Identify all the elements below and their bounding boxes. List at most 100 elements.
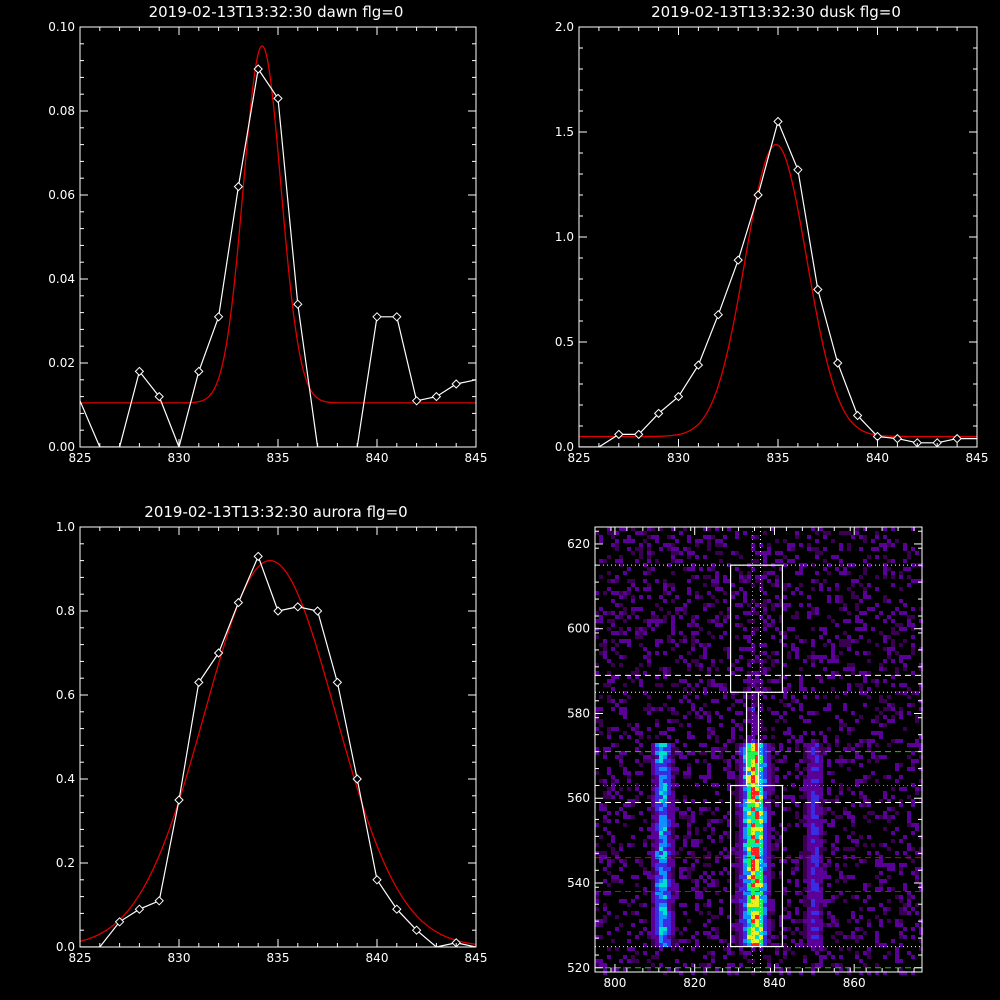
heatmap-cell (835, 895, 839, 899)
heatmap-cell (767, 755, 771, 759)
heatmap-cell (743, 823, 747, 827)
heatmap-cell (755, 699, 759, 703)
heatmap-cell (611, 847, 615, 851)
heatmap-cell (867, 819, 871, 823)
heatmap-cell (811, 819, 815, 823)
heatmap-cell (599, 779, 603, 783)
heatmap-cell (759, 543, 763, 547)
heatmap-cell (819, 659, 823, 663)
heatmap-cell (783, 711, 787, 715)
heatmap-cell (907, 583, 911, 587)
heatmap-cell (719, 723, 723, 727)
heatmap-cell (603, 827, 607, 831)
heatmap-cell (751, 895, 755, 899)
heatmap-cell (839, 643, 843, 647)
heatmap-cell (835, 555, 839, 559)
heatmap-cell (707, 919, 711, 923)
heatmap-cell (787, 927, 791, 931)
heatmap-cell (751, 859, 755, 863)
heatmap-cell (831, 919, 835, 923)
heatmap-cell (827, 759, 831, 763)
heatmap-cell (595, 891, 599, 895)
data-point (194, 366, 204, 377)
heatmap-cell (783, 807, 787, 811)
heatmap-cell (859, 835, 863, 839)
heatmap-cell (907, 823, 911, 827)
heatmap-cell (747, 867, 751, 871)
heatmap-cell (655, 767, 659, 771)
heatmap-cell (887, 567, 891, 571)
heatmap-cell (651, 931, 655, 935)
heatmap-cell (679, 947, 683, 951)
heatmap-cell (627, 639, 631, 643)
heatmap-cell (611, 783, 615, 787)
heatmap-cell (615, 559, 619, 563)
heatmap-cell (675, 967, 679, 971)
heatmap-cell (607, 767, 611, 771)
heatmap-cell (847, 531, 851, 535)
heatmap-cell (795, 815, 799, 819)
heatmap-cell (859, 575, 863, 579)
heatmap-cell (907, 743, 911, 747)
x-tick-label: 840 (366, 951, 389, 965)
heatmap-cell (735, 743, 739, 747)
heatmap-cell (691, 619, 695, 623)
plot-frame (594, 526, 923, 973)
heatmap-cell (811, 659, 815, 663)
heatmap-cell (811, 823, 815, 827)
heatmap-cell (595, 715, 599, 719)
heatmap-cell (763, 743, 767, 747)
heatmap-cell (679, 847, 683, 851)
heatmap-cell (851, 535, 855, 539)
heatmap-cell (739, 847, 743, 851)
heatmap-cell (619, 555, 623, 559)
heatmap-cell (687, 767, 691, 771)
heatmap-cell (671, 767, 675, 771)
data-point (273, 93, 283, 104)
heatmap-cell (675, 739, 679, 743)
heatmap-cell (863, 803, 867, 807)
heatmap-cell (691, 639, 695, 643)
heatmap-cell (887, 543, 891, 547)
heatmap-cell (635, 627, 639, 631)
heatmap-cell (619, 611, 623, 615)
heatmap-cell (907, 895, 911, 899)
heatmap-cell (679, 639, 683, 643)
heatmap-cell (687, 535, 691, 539)
heatmap-cell (867, 695, 871, 699)
heatmap-cell (899, 899, 903, 903)
heatmap-cell (903, 935, 907, 939)
heatmap-cell (891, 627, 895, 631)
heatmap-cell (687, 871, 691, 875)
heatmap-cell (755, 803, 759, 807)
heatmap-cell (735, 535, 739, 539)
heatmap-cell (655, 931, 659, 935)
heatmap-cell (819, 583, 823, 587)
heatmap-cell (863, 883, 867, 887)
heatmap-cell (887, 867, 891, 871)
heatmap-cell (891, 787, 895, 791)
heatmap-cell (755, 695, 759, 699)
heatmap-cell (667, 935, 671, 939)
heatmap-cell (759, 927, 763, 931)
heatmap-cell (763, 611, 767, 615)
heatmap-cell (759, 735, 763, 739)
heatmap-cell (763, 747, 767, 751)
heatmap-cell (711, 579, 715, 583)
heatmap-cell (787, 771, 791, 775)
heatmap-cell (771, 659, 775, 663)
heatmap-cell (607, 735, 611, 739)
heatmap-cell (775, 579, 779, 583)
heatmap-cell (783, 643, 787, 647)
heatmap-cell (683, 527, 687, 531)
heatmap-cell (623, 811, 627, 815)
heatmap-cell (663, 667, 667, 671)
heatmap-cell (811, 963, 815, 967)
heatmap-cell (855, 919, 859, 923)
heatmap-cell (759, 891, 763, 895)
heatmap-cell (607, 587, 611, 591)
heatmap-cell (647, 555, 651, 559)
heatmap-cell (651, 891, 655, 895)
heatmap-cell (811, 903, 815, 907)
heatmap-cell (603, 683, 607, 687)
